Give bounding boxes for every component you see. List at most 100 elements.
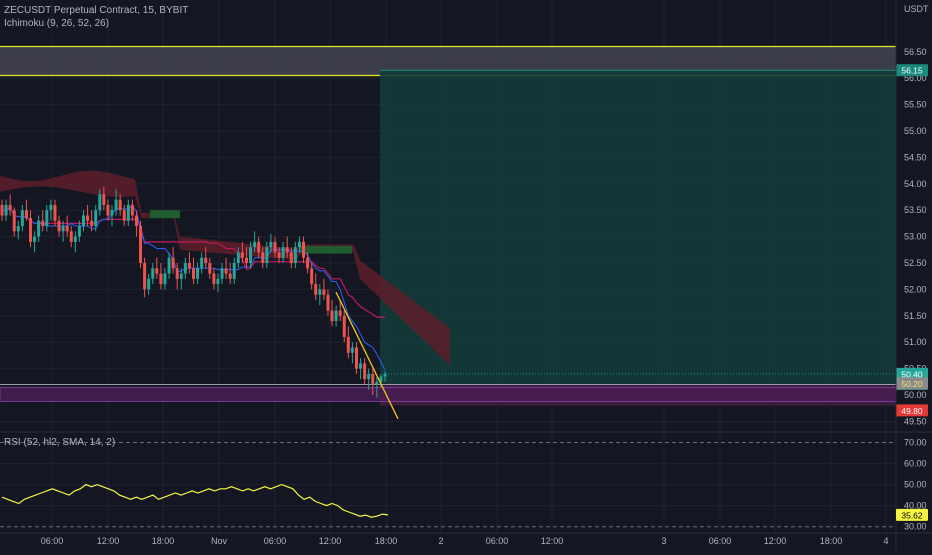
x-tick-label: Nov (211, 536, 228, 546)
candle (220, 268, 224, 279)
candle (208, 263, 212, 274)
x-tick-label: 06:00 (486, 536, 509, 546)
candle (269, 241, 273, 248)
y-tick-label: 50.00 (904, 390, 927, 400)
candle (24, 210, 28, 219)
candle (61, 226, 65, 232)
x-tick-label: 12:00 (97, 536, 120, 546)
candle (192, 268, 195, 279)
candle (334, 310, 338, 322)
y-tick-label: 52.00 (904, 284, 927, 294)
candle (342, 315, 346, 337)
candle (232, 263, 236, 279)
candle (49, 204, 53, 211)
y-tick-label: 55.50 (904, 100, 927, 110)
candle (314, 284, 318, 295)
target-price-badge: 56.15 (901, 66, 923, 76)
candle (212, 273, 216, 285)
candle (354, 347, 358, 369)
y-tick-label: 55.00 (904, 126, 927, 136)
candle (57, 220, 61, 232)
candle (122, 210, 126, 221)
support-band (0, 386, 897, 402)
entry-price-badge-bg (896, 377, 928, 390)
rsi-line (1, 483, 389, 518)
y-tick-label: 56.50 (904, 47, 927, 57)
y-tick-label: 51.50 (904, 311, 927, 321)
rsi-y-tick-label: 40.00 (904, 501, 927, 511)
y-tick-label: 51.00 (904, 337, 927, 347)
y-tick-label: 52.50 (904, 258, 927, 268)
candle (179, 273, 183, 279)
rsi-y-tick-label: 60.00 (904, 459, 927, 469)
candle (167, 257, 171, 274)
candle (338, 310, 342, 316)
candle (33, 236, 37, 242)
candle (147, 278, 151, 290)
candle (367, 373, 371, 380)
currency-label: USDT (904, 4, 929, 14)
ichimoku-cloud (0, 170, 450, 366)
candle (187, 263, 191, 269)
candle (155, 268, 159, 274)
rsi-y-tick-label: 50.00 (904, 480, 927, 490)
candle (265, 247, 269, 264)
candle (130, 204, 134, 216)
x-tick-label: 12:00 (319, 536, 342, 546)
symbol-title: ZECUSDT Perpetual Contract, 15, BYBIT (4, 5, 189, 16)
candle (143, 263, 147, 290)
candle (244, 257, 248, 264)
candle (253, 241, 257, 248)
candle (326, 294, 330, 311)
candle (65, 226, 69, 232)
candle (200, 257, 204, 269)
candle (371, 373, 375, 385)
candle (159, 273, 163, 285)
candle (41, 220, 45, 227)
candle (73, 236, 77, 242)
candle (359, 363, 363, 369)
current-price-badge: 50.40 (901, 369, 923, 379)
candle (273, 241, 277, 253)
candle (81, 215, 85, 227)
candle (281, 247, 285, 258)
x-tick-label: 4 (883, 536, 888, 546)
candle (216, 278, 220, 285)
candle (383, 373, 387, 377)
candle (151, 268, 155, 279)
candle (257, 241, 261, 253)
ichimoku-cloud-bullish (150, 210, 180, 219)
x-tick-label: 18:00 (820, 536, 843, 546)
candle (228, 273, 232, 279)
candle (175, 268, 179, 279)
y-tick-label: 53.50 (904, 205, 927, 215)
candle (45, 210, 49, 227)
rsi-legend: RSI (52, hl2, SMA, 14, 2) (4, 437, 116, 448)
candle (12, 210, 16, 232)
candle (322, 289, 326, 295)
y-tick-label: 56.00 (904, 73, 927, 83)
candle (379, 376, 383, 382)
candle (77, 226, 81, 237)
x-tick-label: 18:00 (375, 536, 398, 546)
candle (90, 220, 94, 227)
stop-price-badge: 49.80 (901, 406, 923, 416)
candle (297, 241, 301, 248)
entry-price-badge: 50.20 (901, 379, 923, 389)
y-tick-label: 49.50 (904, 416, 927, 426)
candle (114, 199, 118, 211)
candle (363, 363, 367, 380)
candle (240, 252, 244, 258)
rsi-value-badge-bg (896, 508, 928, 521)
candle (126, 204, 130, 221)
candle (306, 257, 310, 269)
candle (350, 347, 354, 353)
rsi-y-tick-label: 70.00 (904, 438, 927, 448)
candle (29, 218, 33, 242)
candle (310, 268, 314, 285)
candle (183, 263, 187, 274)
candle (53, 204, 57, 221)
candle (4, 204, 8, 216)
